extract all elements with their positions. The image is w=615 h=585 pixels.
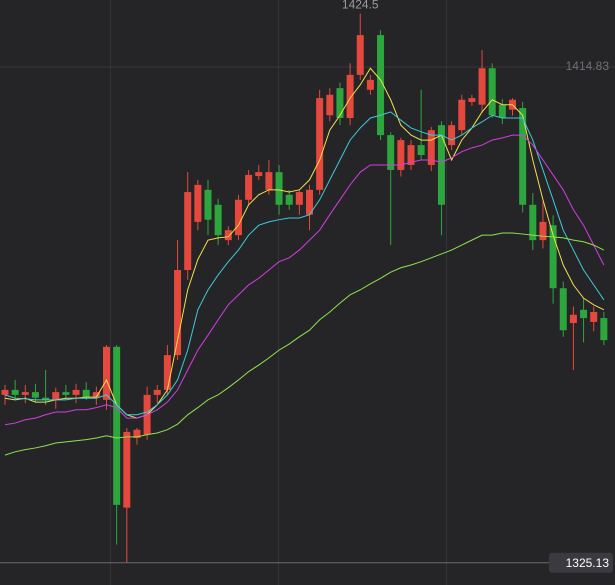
candle-body (1, 389, 9, 395)
candle-body (174, 269, 182, 356)
candle-body (295, 192, 303, 205)
candle-body (549, 225, 557, 289)
candle-body (407, 145, 415, 165)
candle-body (326, 94, 334, 116)
candle-body (519, 108, 527, 205)
candle-body (316, 98, 324, 190)
candle-body (580, 309, 588, 319)
candle-body (478, 68, 486, 105)
candle-body (153, 389, 161, 395)
candle-body (11, 389, 19, 395)
candle-body (62, 392, 70, 395)
candle-body (417, 145, 425, 156)
candle-body (194, 184, 202, 222)
candle-body (356, 35, 364, 75)
candle-body (590, 311, 598, 322)
min-label-box (549, 552, 613, 573)
candle-body (123, 431, 131, 508)
candle-body (214, 204, 222, 236)
candle-body (245, 174, 253, 200)
candle-body (184, 192, 192, 270)
candle-body (346, 74, 354, 118)
candle-body (498, 104, 506, 118)
ma-line (4, 134, 605, 426)
candle-body (387, 135, 395, 170)
candle-body (336, 88, 344, 118)
candle-body (133, 429, 141, 438)
candle-body (306, 189, 313, 215)
candle-body (113, 346, 121, 505)
candle-body (377, 35, 385, 136)
candle-body (234, 199, 242, 236)
candle-body (600, 318, 608, 341)
candle-body (448, 125, 456, 146)
candle-body (52, 392, 60, 400)
candle-body (92, 392, 100, 398)
candle-body (397, 140, 405, 170)
candle-body (31, 392, 39, 398)
candle-body (427, 130, 435, 165)
candle-body (21, 392, 29, 395)
candle-body (366, 79, 374, 90)
candle-body (163, 355, 171, 390)
candle-body (488, 68, 496, 116)
vertical-grid (110, 0, 447, 585)
candle-body (275, 172, 283, 205)
ma-line (4, 67, 605, 419)
candle-body (559, 288, 567, 331)
ma-line (4, 232, 605, 456)
candle-body (265, 172, 273, 190)
candle-body (255, 172, 263, 177)
candle-body (539, 221, 547, 241)
max-label: 1424.5 (342, 0, 379, 12)
y-tick-label: 1414.83 (566, 59, 610, 73)
candle-body (72, 389, 80, 395)
candle-body (285, 194, 293, 205)
candle-body (468, 98, 476, 102)
candle-body (224, 230, 232, 241)
candle-body (569, 314, 577, 324)
candle-body (529, 204, 537, 241)
candle-body (437, 125, 445, 205)
candle-body (458, 99, 466, 131)
min-label: 1325.13 (566, 556, 610, 570)
candle-body (42, 397, 50, 400)
candle-body (103, 346, 110, 400)
candle-body (82, 389, 90, 398)
ma-line (4, 111, 605, 416)
candle-body (204, 189, 212, 220)
